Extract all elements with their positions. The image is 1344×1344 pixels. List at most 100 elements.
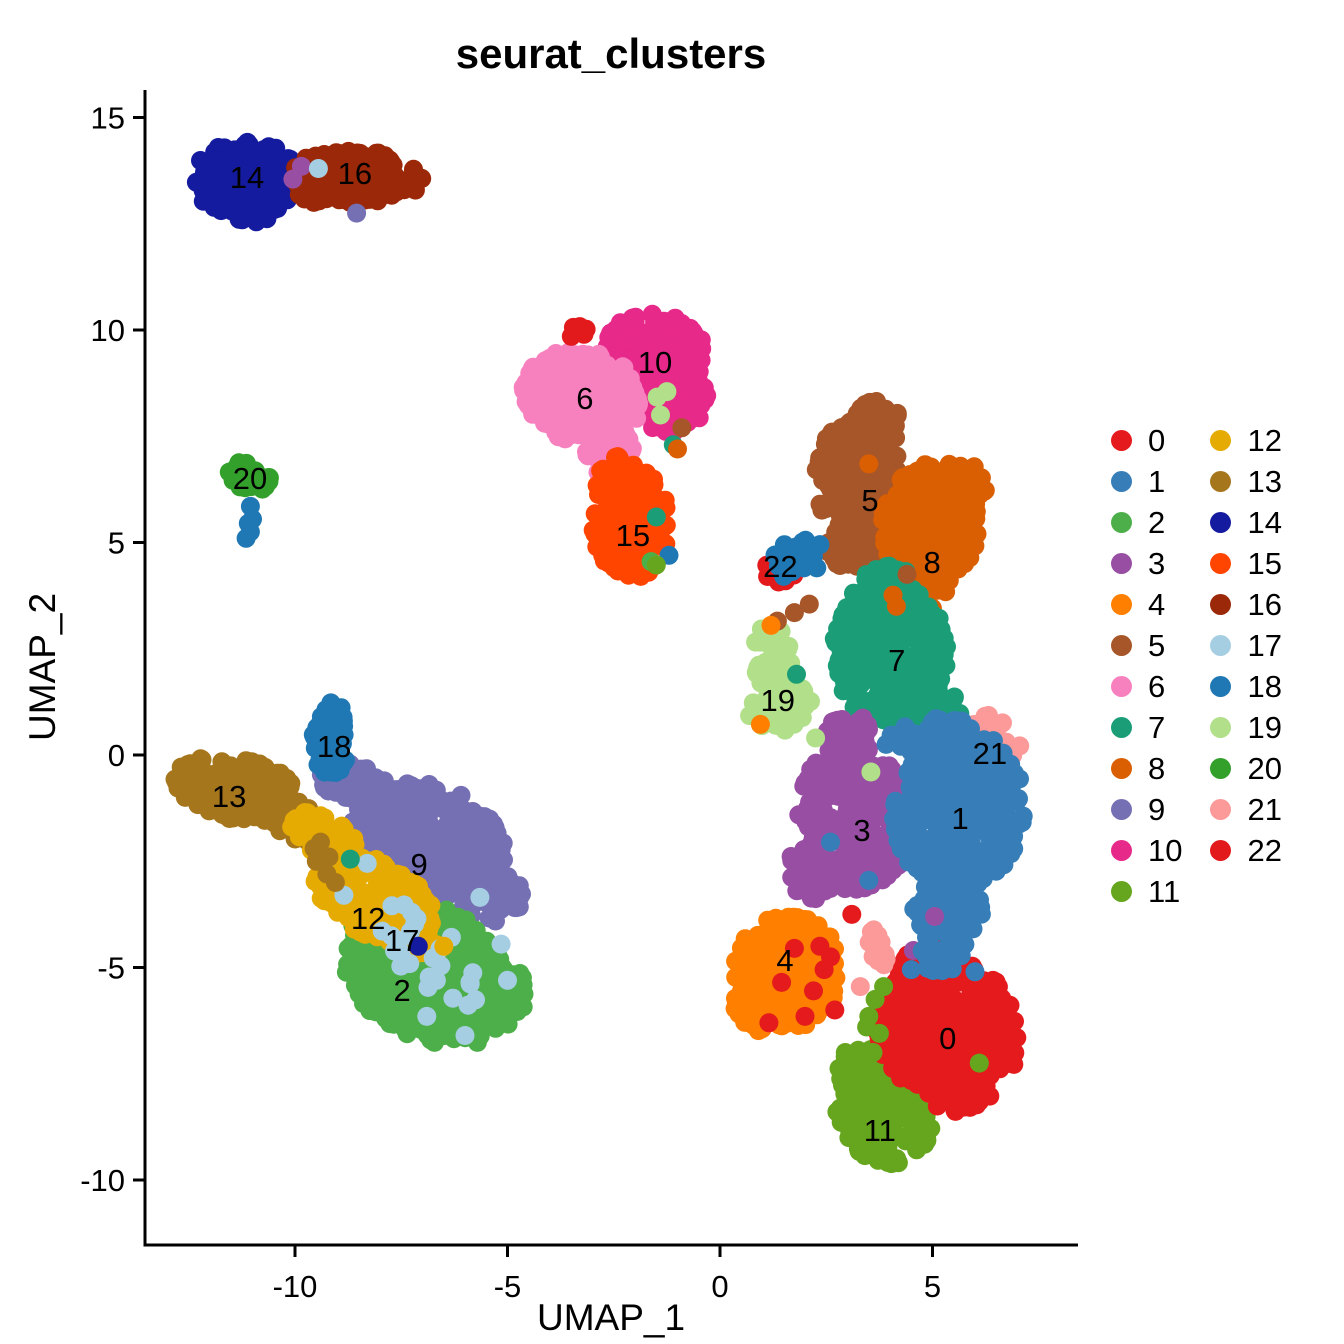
legend-dot-icon — [1111, 840, 1132, 861]
legend-label: 16 — [1247, 587, 1282, 622]
cluster-label-0: 0 — [939, 1021, 956, 1056]
legend-label: 5 — [1148, 628, 1166, 663]
legend-dot-icon — [1111, 471, 1132, 492]
cluster-18 — [303, 693, 355, 782]
x-tick-label: -10 — [273, 1269, 318, 1304]
legend-label: 18 — [1247, 669, 1282, 704]
cluster-14 — [186, 132, 309, 232]
cluster-label-11: 11 — [864, 1113, 896, 1148]
y-tick-label: -10 — [80, 1163, 125, 1198]
cluster-label-10: 10 — [638, 345, 672, 380]
legend-item-4: 4 — [1111, 584, 1182, 625]
legend-label: 15 — [1247, 546, 1282, 581]
legend-item-20: 20 — [1210, 748, 1282, 789]
legend-item-16: 16 — [1210, 584, 1282, 625]
x-tick-label: 5 — [924, 1269, 941, 1304]
legend-label: 7 — [1148, 710, 1166, 745]
cluster-label-7: 7 — [888, 643, 905, 678]
legend-item-9: 9 — [1111, 789, 1182, 830]
legend-dot-icon — [1111, 676, 1132, 697]
stray-points-4 — [750, 615, 781, 734]
legend-label: 2 — [1148, 505, 1166, 540]
legend-label: 20 — [1247, 751, 1282, 786]
legend-item-1: 1 — [1111, 461, 1182, 502]
legend-item-15: 15 — [1210, 543, 1282, 584]
cluster-label-16: 16 — [338, 156, 372, 191]
cluster-label-3: 3 — [853, 813, 870, 848]
legend-item-5: 5 — [1111, 625, 1182, 666]
y-axis-title: UMAP_2 — [22, 593, 63, 741]
legend-item-6: 6 — [1111, 666, 1182, 707]
legend-item-2: 2 — [1111, 502, 1182, 543]
stray-points-19 — [647, 382, 881, 782]
legend-label: 0 — [1148, 423, 1166, 458]
cluster-label-5: 5 — [861, 483, 878, 518]
legend-label: 17 — [1247, 628, 1282, 663]
legend-column-1: 0 1 2 3 4 5 6 7 8 9 10 11 — [1111, 420, 1182, 912]
stray-points-16 — [404, 173, 424, 193]
y-tick-label: 5 — [108, 526, 125, 561]
cluster-label-6: 6 — [576, 381, 593, 416]
legend-dot-icon — [1210, 758, 1232, 779]
legend-dot-icon — [1111, 635, 1132, 656]
x-tick-label: -5 — [494, 1269, 522, 1304]
legend-item-12: 12 — [1210, 420, 1282, 461]
legend-dot-icon — [1210, 512, 1232, 533]
legend-dot-icon — [1111, 594, 1132, 615]
x-axis-title: UMAP_1 — [537, 1297, 685, 1338]
legend-item-3: 3 — [1111, 543, 1182, 584]
cluster-label-12: 12 — [351, 901, 385, 936]
legend-label: 10 — [1148, 833, 1183, 868]
cluster-label-8: 8 — [923, 545, 940, 580]
legend-dot-icon — [1210, 430, 1232, 451]
legend-item-7: 7 — [1111, 707, 1182, 748]
legend-dot-icon — [1210, 840, 1232, 861]
legend-item-19: 19 — [1210, 707, 1282, 748]
legend-dot-icon — [1111, 799, 1132, 820]
y-tick-label: 0 — [108, 738, 125, 773]
legend-dot-icon — [1210, 594, 1232, 615]
cluster-label-1: 1 — [952, 801, 969, 836]
legend-item-0: 0 — [1111, 420, 1182, 461]
legend-label: 21 — [1247, 792, 1282, 827]
cluster-label-15: 15 — [616, 518, 650, 553]
legend-dot-icon — [1111, 717, 1132, 738]
cluster-4 — [725, 907, 846, 1041]
legend-label: 8 — [1148, 751, 1166, 786]
legend-item-22: 22 — [1210, 830, 1282, 871]
stray-points-13 — [304, 832, 345, 892]
legend-dot-icon — [1210, 553, 1232, 574]
stray-points-18 — [236, 496, 830, 586]
legend: 0 1 2 3 4 5 6 7 8 9 10 11 12 13 14 15 16 17 18 19 20 21 22 — [1111, 420, 1282, 912]
legend-item-8: 8 — [1111, 748, 1182, 789]
y-tick-label: 10 — [91, 313, 125, 348]
stray-points-12 — [434, 936, 454, 956]
stray-points-0 — [759, 904, 911, 1088]
legend-item-17: 17 — [1210, 625, 1282, 666]
stray-points-22 — [561, 317, 596, 346]
stray-points-8 — [668, 439, 906, 616]
legend-item-10: 10 — [1111, 830, 1182, 871]
cluster-label-14: 14 — [230, 160, 264, 195]
legend-item-21: 21 — [1210, 789, 1282, 830]
legend-label: 9 — [1148, 792, 1166, 827]
legend-dot-icon — [1210, 676, 1232, 697]
legend-item-13: 13 — [1210, 461, 1282, 502]
cluster-label-4: 4 — [776, 943, 793, 978]
legend-item-14: 14 — [1210, 502, 1282, 543]
points-layer — [165, 132, 1033, 1174]
legend-label: 1 — [1148, 464, 1166, 499]
cluster-label-17: 17 — [385, 923, 419, 958]
legend-item-18: 18 — [1210, 666, 1282, 707]
legend-label: 3 — [1148, 546, 1166, 581]
cluster-3 — [781, 708, 921, 909]
legend-label: 22 — [1247, 833, 1282, 868]
cluster-1 — [876, 709, 1033, 973]
cluster-label-9: 9 — [410, 847, 427, 882]
legend-dot-icon — [1210, 635, 1232, 656]
legend-dot-icon — [1210, 717, 1232, 738]
legend-label: 6 — [1148, 669, 1166, 704]
